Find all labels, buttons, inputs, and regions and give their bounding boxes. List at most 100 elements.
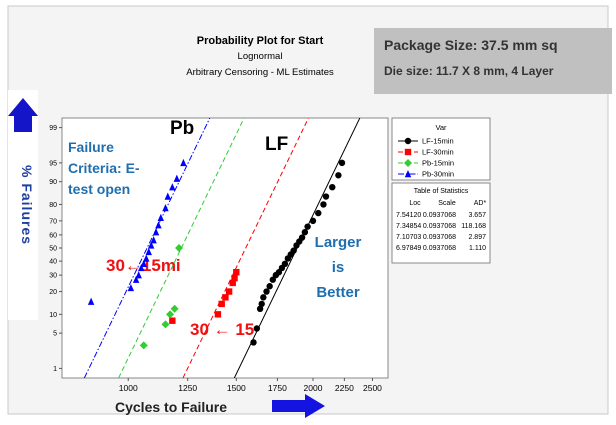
- point: [132, 275, 140, 283]
- point: [214, 311, 222, 318]
- y-tick-label: 20: [49, 289, 57, 296]
- x-tick-label: 2250: [335, 383, 354, 393]
- annotation: is: [332, 259, 345, 276]
- point: [127, 283, 135, 292]
- annotation: 30 ← 15: [190, 320, 254, 339]
- annotation: Pb: [170, 118, 194, 139]
- point: [309, 217, 317, 225]
- point: [322, 193, 330, 200]
- y-tick-label: 60: [49, 232, 57, 239]
- point: [150, 236, 157, 244]
- stats-cell: 3.657: [468, 212, 486, 219]
- stats-cell: 0.0937068: [423, 223, 456, 230]
- point: [335, 172, 342, 179]
- stats-cell: 2.897: [468, 234, 486, 241]
- point: [157, 213, 165, 222]
- y-tick-label: 90: [49, 179, 57, 186]
- fit-line: [83, 118, 211, 378]
- point: [139, 341, 148, 350]
- legend-label: Pb-15min: [422, 159, 454, 168]
- y-tick-label: 70: [49, 218, 57, 225]
- y-tick-label: 99: [49, 125, 57, 132]
- point: [329, 183, 336, 191]
- point: [166, 310, 175, 319]
- point: [304, 223, 311, 230]
- y-tick-label: 1: [53, 366, 57, 373]
- point: [281, 260, 289, 268]
- x-tick-label: 2000: [304, 383, 323, 393]
- stats-header: Scale: [438, 200, 456, 207]
- point: [269, 276, 276, 283]
- info-text: Die size: 11.7 X 8 mm, 4 Layer: [384, 64, 554, 78]
- point: [135, 271, 142, 279]
- stats-header: Loc: [409, 200, 421, 207]
- annotation: LF: [265, 134, 288, 155]
- stats-cell: 7.10703: [396, 234, 421, 241]
- chart-title: Probability Plot for Start: [197, 35, 324, 47]
- up-arrow: [8, 98, 38, 132]
- point: [263, 288, 270, 295]
- point: [170, 304, 179, 313]
- point: [250, 339, 257, 346]
- point: [225, 288, 233, 295]
- legend-label: LF-30min: [422, 148, 454, 157]
- annotation: Larger: [315, 234, 362, 251]
- stats-cell: 6.97849: [396, 245, 421, 252]
- stats-cell: 0.0937068: [423, 245, 456, 252]
- point: [147, 241, 155, 249]
- stats-cell: 0.0937068: [423, 234, 456, 241]
- point: [320, 201, 327, 208]
- annotation: test open: [68, 181, 130, 197]
- point: [155, 221, 162, 229]
- point: [290, 247, 297, 254]
- legend-title: Var: [435, 123, 447, 132]
- plot-area: [61, 117, 389, 379]
- point: [164, 192, 171, 200]
- point: [256, 305, 264, 313]
- x-tick-label: 1000: [119, 383, 138, 393]
- y-tick-label: 40: [49, 259, 57, 266]
- x-tick-label: 1250: [178, 383, 197, 393]
- point: [173, 174, 181, 182]
- legend-marker: [404, 170, 412, 178]
- stats-cell: 1.110: [469, 245, 486, 252]
- y-tick-label: 30: [49, 273, 57, 280]
- point: [258, 300, 265, 308]
- stats-cell: 7.54120: [396, 212, 421, 219]
- point: [260, 294, 267, 301]
- y-tick-label: 80: [49, 202, 57, 209]
- point: [231, 274, 238, 282]
- info-box: [374, 28, 612, 94]
- point: [266, 283, 273, 290]
- right-arrow: [272, 394, 325, 418]
- annotation: Criteria: E-: [68, 160, 140, 176]
- point: [301, 228, 309, 236]
- x-tick-label: 1750: [268, 383, 287, 393]
- x-axis-label: Cycles to Failure: [115, 399, 227, 415]
- legend-label: LF-15min: [422, 137, 454, 146]
- point: [138, 263, 145, 272]
- stats-header: AD*: [474, 200, 487, 207]
- legend-label: Pb-30min: [422, 170, 454, 179]
- annotation: Better: [316, 284, 360, 301]
- legend-marker: [404, 148, 412, 156]
- subtitle: Lognormal: [238, 51, 283, 62]
- point: [315, 209, 322, 217]
- annotation: Failure: [68, 139, 114, 155]
- point: [180, 158, 187, 167]
- x-tick-label: 1500: [227, 383, 246, 393]
- point: [338, 159, 346, 167]
- point: [152, 228, 160, 236]
- point: [140, 259, 147, 268]
- point: [222, 294, 229, 301]
- legend-marker: [404, 137, 412, 145]
- stats-cell: 0.0937068: [423, 212, 456, 219]
- point: [87, 297, 95, 305]
- point: [161, 320, 170, 329]
- info-text: Package Size: 37.5 mm sq: [384, 37, 558, 53]
- point: [253, 325, 261, 332]
- y-tick-label: 50: [49, 246, 57, 253]
- point: [169, 317, 176, 324]
- stats-title: Table of Statistics: [414, 188, 469, 195]
